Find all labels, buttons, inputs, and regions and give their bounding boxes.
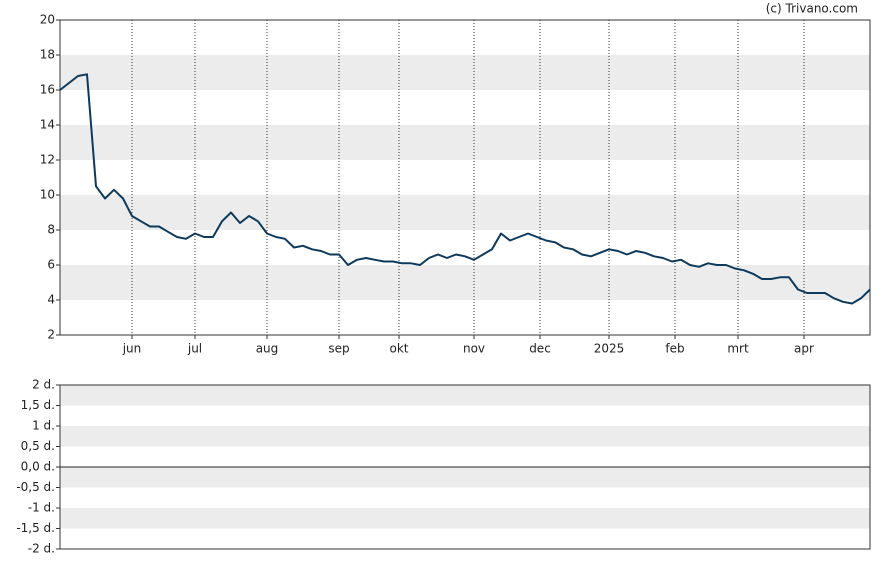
y-tick-label: 10 (40, 188, 55, 202)
x-tick-label: jun (122, 342, 142, 356)
y-tick-label: 2 d. (32, 378, 55, 392)
grid-band (60, 125, 870, 160)
grid-band (60, 385, 870, 406)
y-tick-label: 2 (47, 328, 55, 342)
y-tick-label: 0,0 d. (21, 460, 55, 474)
y-tick-label: 4 (47, 293, 55, 307)
grid-band (60, 55, 870, 90)
price-line (59, 73, 871, 305)
y-tick-label: 14 (40, 118, 55, 132)
y-tick-label: 18 (40, 48, 55, 62)
y-tick-label: 1,5 d. (21, 398, 55, 412)
grid-band (60, 467, 870, 488)
grid-band (60, 195, 870, 230)
x-tick-label: okt (390, 342, 409, 356)
x-tick-label: 2025 (594, 342, 625, 356)
x-tick-label: mrt (727, 342, 749, 356)
y-tick-label: 6 (47, 258, 55, 272)
y-tick-label: 12 (40, 153, 55, 167)
y-tick-label: 20 (40, 13, 55, 27)
x-tick-label: sep (328, 342, 349, 356)
plot-border (59, 19, 871, 336)
credit: (c) Trivano.com (766, 2, 858, 16)
x-tick-label: jul (187, 342, 202, 356)
y-tick-label: 1 d. (32, 419, 55, 433)
x-tick-label: apr (794, 342, 814, 356)
y-tick-label: 0,5 d. (21, 439, 55, 453)
x-tick-label: nov (463, 342, 485, 356)
y-tick-label: 8 (47, 223, 55, 237)
y-tick-label: -2 d. (28, 542, 55, 556)
y-tick-label: -0,5 d. (16, 480, 55, 494)
x-tick-label: dec (529, 342, 551, 356)
grid-band (60, 265, 870, 300)
y-tick-label: -1 d. (28, 501, 55, 515)
plot-border (59, 384, 871, 550)
x-tick-label: aug (256, 342, 279, 356)
grid-band (60, 426, 870, 447)
grid-band (60, 508, 870, 529)
x-tick-label: feb (665, 342, 684, 356)
y-tick-label: 16 (40, 83, 55, 97)
y-tick-label: -1,5 d. (16, 521, 55, 535)
